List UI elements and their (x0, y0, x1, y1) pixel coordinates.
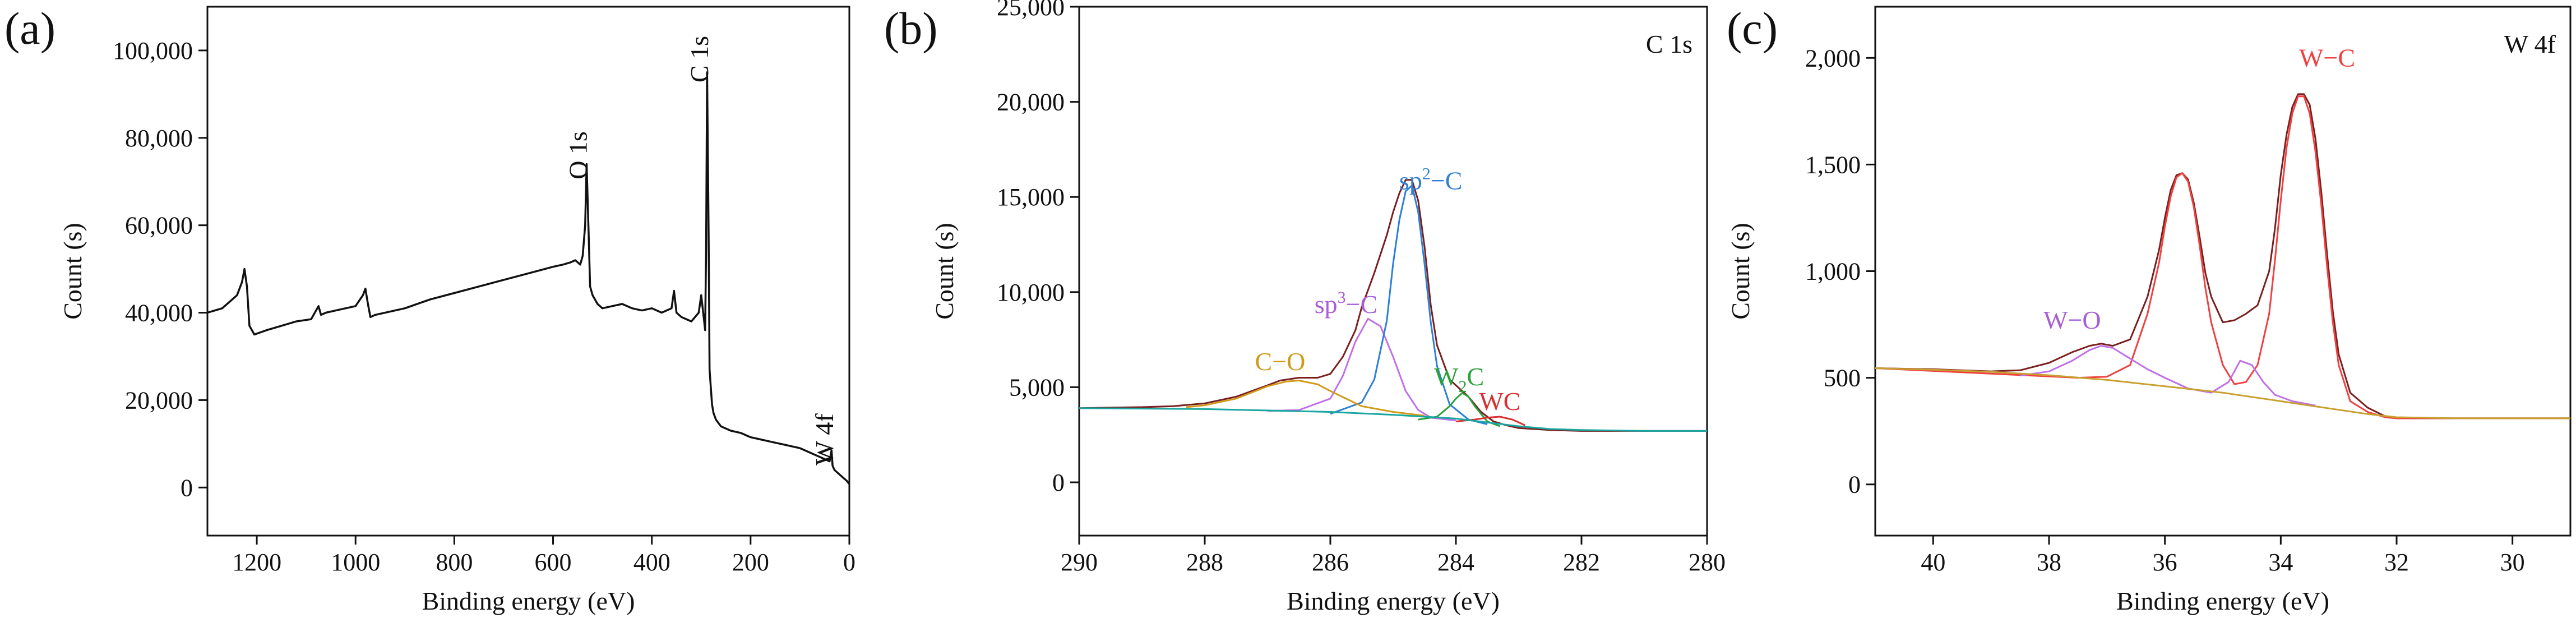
panel-label-c: (c) (1727, 3, 1778, 54)
chart-a-ytick-label: 0 (181, 474, 193, 501)
chart-b-xtick-label: 280 (1689, 548, 1726, 576)
chart-a-annotation: O 1s (563, 131, 592, 179)
chart-a-ytick-label: 100,000 (113, 37, 193, 64)
chart-c-series-w-c (1875, 95, 2570, 419)
chart-c-xtick-label: 36 (2153, 548, 2177, 576)
chart-b-annotation: C−O (1255, 347, 1305, 376)
chart-a-ylabel: Count (s) (58, 223, 87, 320)
chart-b-ytick-label: 25,000 (997, 0, 1065, 21)
chart-b-series-envelope (1079, 179, 1707, 432)
chart-b-annotation: sp3−C (1315, 288, 1378, 319)
chart-c-ylabel: Count (s) (1726, 223, 1755, 320)
chart-b-annotation: W2C (1434, 362, 1484, 396)
chart-panel-a: 1200 1000 800 600 400 200 0 0 20,000 40,000 60,000… (58, 6, 855, 615)
chart-b-xtick-label: 284 (1437, 548, 1474, 576)
chart-c-ytick-label: 500 (1824, 365, 1861, 392)
chart-a-xtick-label: 400 (633, 548, 670, 576)
chart-c-frame (1874, 6, 2572, 537)
chart-c-series-w-o (2020, 345, 2316, 407)
chart-panel-b: 290 288 286 284 282 280 0 5,000 10,000 15,000 20,0… (930, 0, 1726, 615)
chart-c-ytick-label: 1,000 (1805, 258, 1861, 285)
chart-a-ytick-label: 80,000 (125, 125, 193, 152)
chart-b-ytick-label: 5,000 (1009, 374, 1065, 401)
chart-b-series-background (1079, 407, 1707, 432)
chart-b-annotation: WC (1479, 387, 1520, 416)
chart-panel-c: 40 38 36 34 32 30 0 500 1,000 1,500 2,000 Binding e… (1726, 6, 2572, 615)
chart-a-frame (206, 6, 850, 537)
panel-label-a: (a) (4, 3, 56, 54)
chart-a-xtick-label: 200 (732, 548, 769, 576)
chart-a-xlabel: Binding energy (eV) (422, 587, 635, 615)
chart-c-xtick-label: 32 (2384, 548, 2409, 576)
chart-c-xtick-label: 30 (2500, 548, 2525, 576)
chart-b-ytick-label: 15,000 (997, 183, 1065, 211)
chart-b-xtick-label: 288 (1186, 548, 1223, 576)
chart-b-xlabel: Binding energy (eV) (1287, 587, 1500, 615)
chart-c-xtick-label: 38 (2037, 548, 2061, 576)
chart-b-series-w2c (1418, 392, 1500, 427)
chart-a-xtick-label: 600 (535, 548, 572, 576)
chart-c-xtick-label: 40 (1921, 548, 1945, 576)
chart-a-xtick-label: 0 (843, 548, 855, 576)
chart-c-annotation: W−C (2299, 43, 2355, 72)
chart-a-series-survey (207, 71, 850, 485)
chart-a-ytick-label: 20,000 (125, 386, 193, 414)
chart-c-xtick-label: 34 (2268, 548, 2293, 576)
chart-a-annotation: C 1s (685, 36, 714, 82)
chart-b-title: C 1s (1646, 30, 1692, 58)
chart-a-ytick-label: 60,000 (125, 212, 193, 239)
chart-b-xtick-label: 290 (1061, 548, 1098, 576)
chart-c-ytick-label: 2,000 (1805, 44, 1861, 72)
panel-label-b: (b) (884, 3, 938, 54)
chart-a-annotation: W 4f (810, 413, 839, 465)
chart-c-ytick-label: 1,500 (1805, 151, 1861, 178)
chart-c-ytick-label: 0 (1848, 471, 1861, 499)
chart-b-ylabel: Count (s) (930, 223, 959, 320)
chart-a-xtick-label: 1200 (232, 548, 281, 576)
chart-b-frame (1078, 6, 1708, 537)
chart-b-series-c-o (1186, 380, 1425, 417)
chart-c-xlabel: Binding energy (eV) (2116, 587, 2329, 615)
chart-b-series-sp2-c (1330, 185, 1488, 426)
chart-a-ytick-label: 40,000 (125, 299, 193, 327)
chart-a-xtick-label: 800 (436, 548, 473, 576)
chart-c-series-background (1875, 367, 2570, 419)
chart-c-title: W 4f (2504, 30, 2556, 58)
chart-c-series-envelope (1875, 93, 2570, 419)
chart-b-series-sp3-c (1267, 317, 1456, 422)
chart-a-xtick-label: 1000 (331, 548, 380, 576)
chart-b-annotation: sp2−C (1399, 165, 1463, 195)
chart-c-annotation: W−O (2043, 306, 2101, 334)
chart-b-ytick-label: 0 (1052, 469, 1065, 496)
chart-b-ytick-label: 20,000 (997, 89, 1065, 116)
chart-b-xtick-label: 282 (1563, 548, 1600, 576)
chart-b-xtick-label: 286 (1312, 548, 1349, 576)
chart-b-ytick-label: 10,000 (997, 279, 1065, 306)
